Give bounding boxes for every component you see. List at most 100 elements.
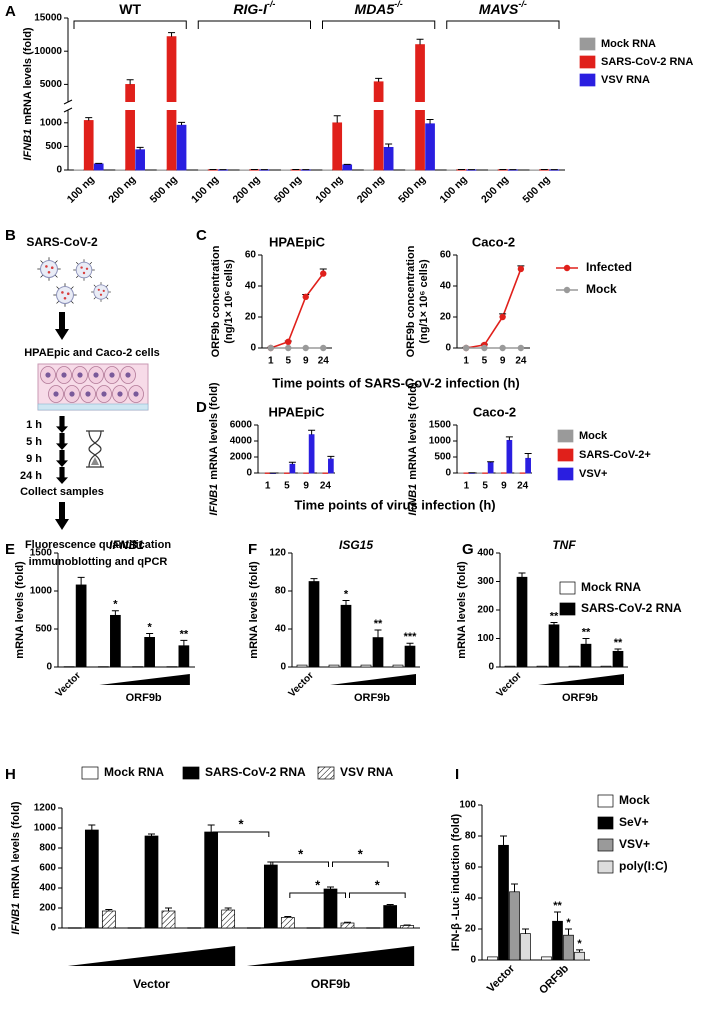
legend-label: Mock RNA: [581, 580, 641, 594]
bar: [612, 650, 624, 668]
marker: [320, 344, 327, 352]
bar: [366, 927, 381, 929]
bar: [73, 169, 84, 171]
bar: [166, 666, 178, 668]
arrow: [56, 433, 68, 450]
x-tick-label: 100 ng: [313, 174, 345, 206]
error-bar: [342, 600, 350, 606]
collect-label: Collect samples: [20, 486, 104, 498]
group-name: MDA5: [355, 1, 395, 17]
y-tick-label: 500: [45, 141, 62, 152]
marker: [302, 293, 309, 301]
panel-label: C: [196, 227, 207, 244]
y-axis-label: IFNB1 mRNA levels (fold): [208, 382, 220, 516]
legend-swatch: [597, 816, 614, 830]
bar: [125, 84, 135, 171]
y-axis-label: IFNB1 mRNA levels (fold): [22, 27, 34, 161]
marker: [462, 344, 470, 352]
bar: [506, 440, 513, 474]
bar: [132, 666, 143, 668]
error-bar: [207, 824, 215, 832]
x-tick-label: 24: [318, 356, 330, 367]
x-tick-label: 200 ng: [230, 174, 262, 206]
bar: [93, 163, 104, 171]
bar: [476, 472, 483, 474]
error-bar: [88, 824, 96, 830]
bar: [342, 164, 353, 171]
legend-swatch: [317, 766, 335, 780]
significance-label: ***: [404, 631, 418, 643]
y-tick-label: 400: [39, 883, 56, 894]
error-bar: [327, 886, 334, 889]
panel-label: B: [5, 227, 16, 244]
legend-label: Mock: [586, 282, 617, 296]
error-bar: [136, 146, 144, 150]
significance-label: **: [614, 637, 623, 649]
x-tick-label: 200 ng: [106, 174, 138, 206]
marker: [481, 344, 488, 352]
y-tick-label: 10000: [34, 46, 62, 57]
significance-label: *: [147, 621, 152, 633]
y-axis-label-gene: IFNB1: [407, 484, 419, 516]
error-bar: [310, 578, 318, 582]
bar: [383, 146, 394, 171]
y-tick-label: 200: [477, 605, 494, 616]
x-tick-label: 100 ng: [189, 174, 221, 206]
bar: [487, 462, 494, 474]
y-tick-label: 0: [470, 955, 476, 966]
legend-label: SARS-CoV-2 RNA: [601, 56, 693, 68]
bar: [187, 927, 202, 929]
legend-swatch: [81, 766, 99, 780]
bar: [487, 956, 498, 961]
bar: [308, 581, 320, 668]
y-tick-label: 500: [434, 452, 451, 463]
group-label: RIG-I-/-: [233, 0, 275, 17]
error-bar: [406, 642, 414, 647]
y-tick-label: 40: [275, 624, 287, 635]
marker: [320, 270, 327, 277]
group-bracket: [322, 20, 436, 29]
error-bar: [554, 911, 561, 922]
significance-label: **: [553, 900, 562, 912]
group-sup: -/-: [518, 0, 527, 9]
bar: [360, 664, 372, 668]
error-bar: [180, 639, 188, 646]
bar: [221, 909, 236, 929]
marker: [285, 344, 292, 352]
x-tick-label: 100 ng: [438, 174, 470, 206]
significance-label: *: [375, 877, 381, 892]
y-tick-label: 600: [39, 863, 56, 874]
x-tick-label: Vector: [54, 670, 83, 699]
significance-label: *: [358, 846, 364, 861]
dose-triangle: [538, 674, 624, 685]
bar: [488, 169, 498, 171]
group-bracket: [197, 20, 311, 29]
bar: [600, 665, 612, 668]
y-tick-label: 400: [477, 548, 494, 559]
time-label: 1 h: [26, 419, 42, 431]
y-axis-label: IFNB1 mRNA levels (fold): [407, 382, 419, 516]
significance-label: **: [374, 618, 383, 630]
y-axis-label: ORF9b concentration(ng/1× 10⁶ cells): [210, 245, 235, 357]
error-bar: [487, 461, 495, 463]
x-tick-label: ORF9b: [354, 692, 390, 704]
error-bar: [168, 32, 176, 37]
marker: [517, 344, 525, 352]
y-tick-label: 20: [440, 312, 452, 323]
x-tick-label: 1: [265, 481, 271, 492]
y-axis-label: IFNB1 mRNA levels (fold): [10, 801, 22, 935]
x-tick-label: 5: [284, 481, 290, 492]
marker: [285, 338, 292, 345]
error-bar: [576, 949, 583, 953]
bar: [323, 888, 338, 929]
y-tick-label: 1000: [30, 586, 53, 597]
bar: [405, 169, 415, 171]
significance-label: *: [577, 938, 582, 950]
y-tick-label: 100: [477, 633, 494, 644]
bar: [548, 624, 560, 668]
y-axis-label-text: mRNA levels (fold): [208, 382, 220, 480]
bar: [161, 910, 176, 929]
bar: [83, 120, 94, 171]
legend-swatch: [557, 448, 574, 462]
significance-bracket: [289, 892, 346, 898]
